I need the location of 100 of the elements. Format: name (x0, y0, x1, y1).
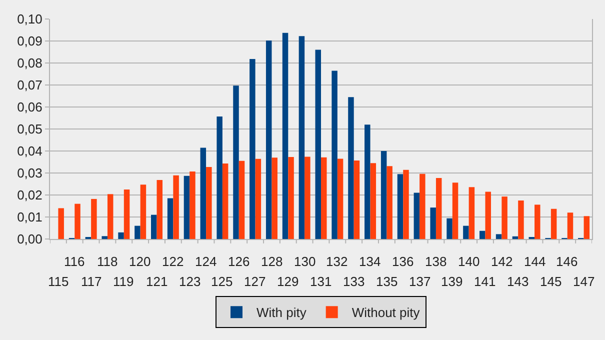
y-tick-label: 0,00 (17, 232, 42, 247)
bar (436, 178, 442, 239)
x-tick-label: 139 (441, 274, 463, 289)
y-tick-label: 0,04 (17, 144, 42, 159)
bar (238, 160, 245, 239)
x-tick-label: 128 (261, 254, 283, 269)
y-tick-label: 0,02 (17, 188, 42, 203)
x-tick-label: 127 (244, 274, 266, 289)
bar (282, 32, 288, 239)
bar (206, 167, 212, 239)
bar (222, 164, 228, 239)
x-tick-label: 121 (146, 274, 168, 289)
bar (298, 36, 305, 239)
x-tick-label: 122 (162, 254, 184, 269)
bar (403, 170, 409, 239)
bar (584, 216, 590, 239)
bar (91, 198, 97, 239)
bar (272, 158, 278, 239)
x-tick-label: 117 (81, 274, 102, 289)
bar (107, 194, 114, 239)
bar (518, 200, 524, 239)
x-tick-label: 118 (97, 254, 118, 269)
bar (118, 232, 124, 239)
bar (332, 70, 338, 239)
x-tick-label: 130 (294, 254, 316, 269)
x-tick-label: 133 (343, 274, 365, 289)
bar (233, 86, 239, 239)
x-tick-label: 141 (474, 274, 496, 289)
x-tick-label: 134 (359, 254, 381, 269)
x-tick-label: 120 (129, 254, 151, 269)
bar (452, 182, 458, 239)
y-tick-label: 0,06 (17, 100, 42, 115)
bar (485, 192, 491, 239)
x-tick-label: 145 (540, 274, 562, 289)
bar (380, 151, 387, 239)
x-tick-label: 142 (491, 254, 513, 269)
bar (468, 187, 475, 239)
bar (266, 40, 272, 239)
bar (74, 204, 80, 239)
bar (446, 218, 452, 239)
bar (354, 160, 360, 239)
x-tick-label: 125 (211, 274, 233, 289)
bar (315, 50, 321, 239)
x-tick-label: 116 (64, 254, 85, 269)
x-tick-label: 135 (376, 274, 398, 289)
bar (190, 171, 196, 239)
bar (151, 214, 157, 239)
x-tick-label: 131 (310, 274, 332, 289)
bar (397, 174, 404, 239)
bar (216, 116, 222, 239)
bar (496, 234, 502, 239)
y-tick-label: 0,09 (17, 34, 42, 49)
x-tick-label: 137 (409, 274, 431, 289)
bar (370, 163, 376, 239)
bar (386, 166, 392, 239)
bar (321, 157, 327, 239)
bar (134, 226, 140, 239)
bar (348, 97, 354, 239)
bar (430, 208, 436, 239)
bar (156, 180, 163, 239)
bar (167, 198, 174, 239)
bar (102, 236, 108, 239)
x-tick-label: 146 (556, 254, 578, 269)
bar (534, 204, 540, 239)
bar (250, 59, 256, 239)
x-tick-label: 140 (458, 254, 480, 269)
bar (364, 124, 370, 239)
x-tick-label: 143 (507, 274, 529, 289)
y-tick-label: 0,08 (17, 56, 42, 71)
bar (184, 176, 190, 239)
x-tick-label: 132 (326, 254, 348, 269)
bar (479, 230, 486, 239)
x-tick-label: 129 (277, 274, 299, 289)
bar (512, 236, 518, 239)
x-tick-label: 124 (195, 254, 217, 269)
x-tick-label: 126 (228, 254, 250, 269)
x-tick-label: 115 (48, 274, 69, 289)
x-tick-label: 123 (179, 274, 201, 289)
x-tick-label: 138 (425, 254, 447, 269)
bar (255, 158, 262, 239)
x-tick-label: 144 (524, 254, 546, 269)
y-tick-label: 0,07 (17, 78, 42, 93)
legend-label: Without pity (352, 305, 420, 320)
legend-label: With pity (256, 305, 307, 320)
x-tick-label: 119 (113, 274, 134, 289)
bar (200, 148, 206, 239)
bar (502, 196, 508, 239)
y-tick-label: 0,10 (17, 12, 42, 27)
bar (173, 175, 179, 239)
x-tick-label: 147 (573, 274, 595, 289)
y-tick-label: 0,03 (17, 166, 42, 181)
bar (463, 226, 469, 239)
bar (420, 174, 426, 239)
y-tick-label: 0,01 (17, 210, 42, 225)
bar (414, 192, 420, 239)
y-tick-label: 0,05 (17, 122, 42, 137)
bar (58, 208, 64, 239)
bar (550, 208, 557, 239)
bar (140, 184, 146, 239)
bar (337, 158, 344, 239)
